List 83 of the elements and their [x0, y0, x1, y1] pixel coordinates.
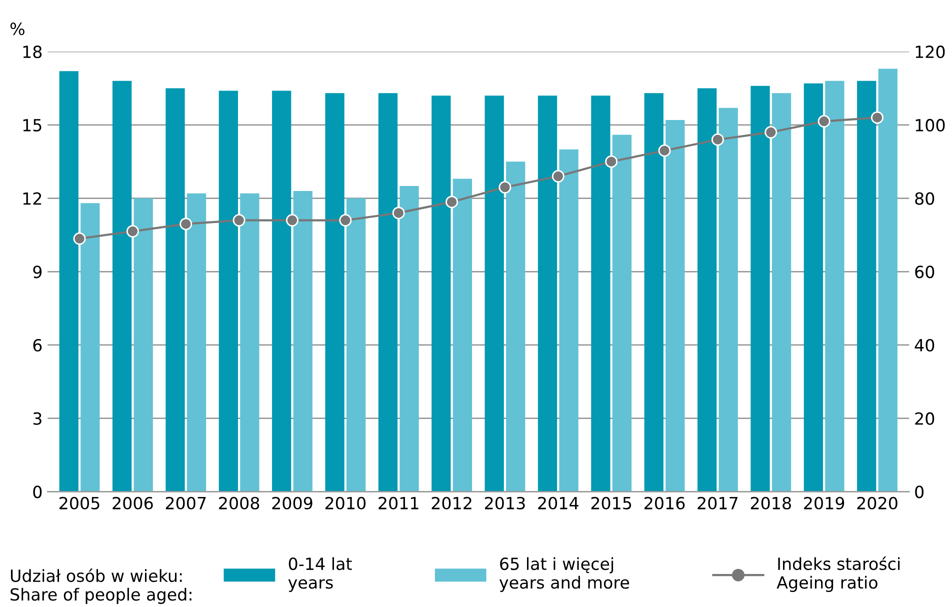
bar [166, 88, 185, 492]
bar [218, 90, 238, 492]
bar [293, 190, 312, 492]
bar [772, 93, 792, 492]
x-tick-label: 2009 [272, 496, 312, 510]
bar [452, 178, 472, 492]
point [339, 214, 352, 227]
bar [186, 193, 206, 492]
y-tick-label: 18 [23, 46, 42, 58]
point [871, 111, 884, 124]
point [73, 232, 86, 245]
y-tick-label: 3 [33, 412, 42, 425]
y2-tick-label: 40 [914, 338, 934, 352]
y2-tick-label: 0 [915, 486, 924, 498]
bar [346, 198, 366, 492]
bar [112, 80, 132, 492]
y-tick-label: 12 [23, 192, 42, 205]
y2-tick-label: 20 [915, 412, 934, 425]
bar [134, 198, 153, 492]
point [286, 214, 298, 227]
bar [559, 149, 578, 492]
x-tick-label: 2012 [432, 496, 472, 510]
bar [718, 108, 738, 492]
x-tick-label: 2020 [857, 496, 898, 510]
x-tick-label: 2013 [484, 496, 525, 510]
point [126, 225, 139, 238]
legend-label: 65 lat i więcej years and more [499, 557, 630, 592]
point [818, 115, 830, 128]
bar [400, 186, 419, 492]
y-tick-label: 0 [33, 486, 42, 498]
bar [644, 93, 664, 492]
x-tick-label: 2017 [698, 496, 738, 510]
bar [432, 96, 451, 492]
x-tick-label: 2007 [166, 496, 206, 510]
bar [750, 86, 770, 492]
x-tick-label: 2011 [378, 496, 418, 510]
x-tick-label: 2006 [112, 496, 153, 510]
y-tick-label: 15 [23, 119, 42, 132]
x-tick-label: 2016 [644, 496, 685, 510]
bar [378, 93, 398, 492]
point [180, 218, 192, 230]
bar [59, 71, 78, 492]
y-tick-label: 6 [33, 338, 42, 352]
y2-tick-label: 60 [915, 266, 934, 278]
bar [825, 80, 844, 492]
bar [591, 96, 610, 492]
point [764, 126, 778, 139]
bar [240, 193, 260, 492]
point [552, 170, 564, 183]
legend-label: 0-14 lat years [288, 557, 352, 592]
point [711, 133, 724, 146]
bar [538, 96, 558, 492]
y-axis-title: % [10, 22, 24, 36]
x-tick-label: 2005 [60, 496, 100, 510]
x-tick-label: 2014 [538, 496, 578, 510]
point [498, 181, 512, 194]
point [605, 155, 618, 168]
point [232, 214, 246, 227]
legend-title: Udział osób w wieku: Share of people aged: [10, 568, 192, 604]
bar [804, 83, 824, 492]
bar [484, 96, 504, 492]
bar [697, 88, 717, 492]
x-tick-label: 2010 [325, 496, 366, 510]
x-tick-label: 2008 [219, 496, 260, 510]
bar [506, 162, 526, 492]
bar [857, 80, 876, 492]
y2-tick-label: 120 [916, 46, 945, 58]
legend-label: Indeks starości Ageing ratio [776, 556, 900, 592]
bar [272, 90, 292, 492]
point [658, 144, 671, 157]
bar [612, 134, 632, 492]
bar [878, 68, 898, 492]
bar [666, 120, 685, 492]
x-tick-label: 2019 [804, 496, 844, 510]
x-tick-label: 2015 [591, 496, 632, 510]
bar [325, 93, 344, 492]
point [446, 196, 458, 208]
point [392, 206, 405, 220]
bar [80, 203, 100, 492]
y2-tick-label: 100 [916, 118, 945, 132]
y2-tick-label: 80 [915, 192, 934, 205]
y-tick-label: 9 [33, 266, 42, 278]
x-tick-label: 2018 [750, 496, 791, 510]
